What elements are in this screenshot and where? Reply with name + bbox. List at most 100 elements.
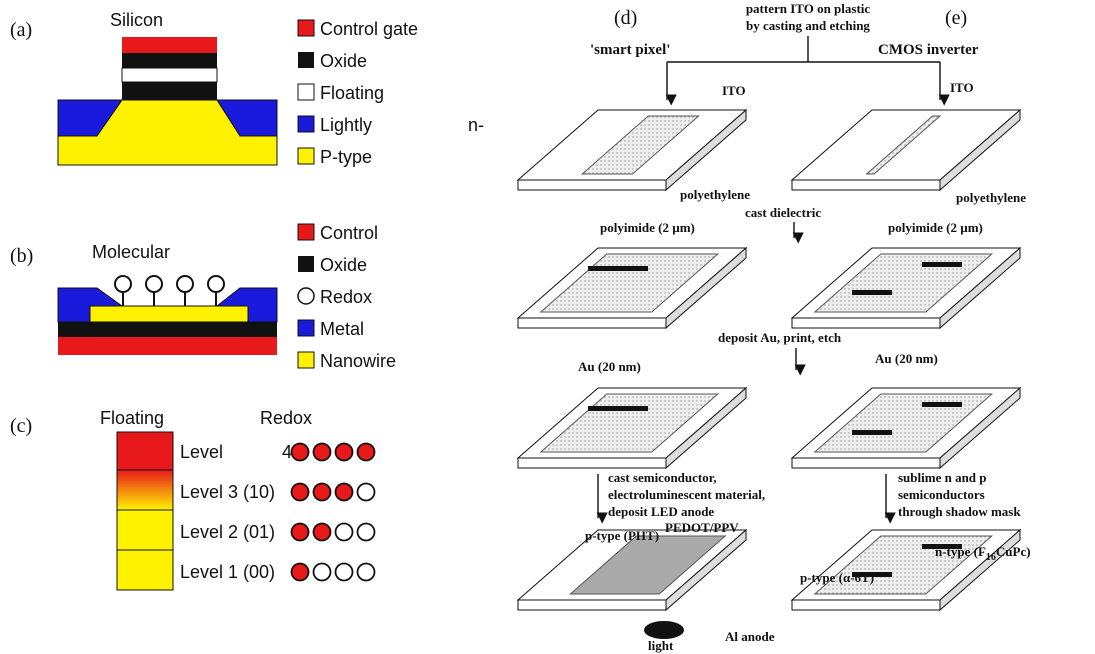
step-label: by casting and etching — [746, 18, 870, 33]
legend-a: Control gate Oxide Floating Lightly P-ty… — [298, 19, 418, 167]
redox-state — [314, 524, 331, 541]
level-cell — [117, 510, 173, 550]
al-anode — [644, 621, 684, 639]
floating-gate — [122, 68, 217, 82]
annotation: PEDOT/PPV — [665, 520, 739, 535]
level-label: Level 3 (10) — [180, 482, 275, 502]
slab-front — [792, 180, 940, 190]
column-title: Redox — [260, 408, 312, 428]
legend-label: Control gate — [320, 19, 418, 39]
oxide — [122, 82, 217, 100]
oxide — [122, 53, 217, 68]
slab-front — [518, 458, 666, 468]
level-label: Level 1 (00) — [180, 562, 275, 582]
panel-label: (c) — [10, 415, 32, 437]
legend-label: Floating — [320, 83, 384, 103]
legend-swatch — [298, 288, 314, 304]
panel-label: (a) — [10, 19, 32, 41]
nanowire — [90, 306, 248, 322]
au-contact — [922, 262, 962, 267]
column-title: Floating — [100, 408, 164, 428]
process-diagram: (d) (e) pattern ITO on plastic by castin… — [518, 1, 1031, 653]
step-label: electroluminescent material, — [608, 487, 765, 502]
step-label: sublime n and p — [898, 470, 987, 485]
redox-state — [292, 484, 309, 501]
au-contact — [922, 402, 962, 407]
au-contact — [852, 290, 892, 295]
legend-swatch — [298, 148, 314, 164]
legend-swatch — [298, 116, 314, 132]
redox-molecules — [115, 276, 224, 306]
stray-label: n- — [468, 115, 484, 135]
panel-title: Silicon — [110, 10, 163, 30]
panel-a: (a) Silicon — [10, 10, 277, 165]
redox-state — [292, 564, 309, 581]
level-label: Level 2 (01) — [180, 522, 275, 542]
annotation: ITO — [722, 83, 746, 98]
annotation: p-type (PHT) — [585, 528, 659, 543]
slab-front — [518, 180, 666, 190]
slab-front — [792, 318, 940, 328]
annotation: polyethylene — [956, 190, 1026, 205]
figure: (a) Silicon (b) Molecular Control gate O… — [0, 0, 1095, 654]
legend-label: Lightly — [320, 115, 372, 135]
step-label: pattern ITO on plastic — [746, 1, 871, 16]
panel-b: (b) Molecular — [10, 242, 277, 355]
legend-label: Oxide — [320, 51, 367, 71]
slab-front — [518, 600, 666, 610]
annotation: polyimide (2 µm) — [600, 220, 695, 235]
level-cell — [117, 470, 173, 510]
substrate — [518, 248, 746, 328]
legend-swatch — [298, 320, 314, 336]
step-label: semiconductors — [898, 487, 985, 502]
annotation: Al anode — [725, 629, 775, 644]
annotation: p-type (α-6T) — [800, 570, 874, 585]
step-label: cast dielectric — [745, 205, 821, 220]
step-label: through shadow mask — [898, 504, 1021, 519]
oxide — [58, 322, 277, 337]
redox-state — [336, 524, 353, 541]
column-title: 'smart pixel' — [590, 42, 670, 58]
legend-swatch — [298, 224, 314, 240]
annotation: Au (20 nm) — [578, 359, 641, 374]
level-cell — [117, 432, 173, 470]
legend-swatch — [298, 52, 314, 68]
redox-state — [336, 444, 353, 461]
redox-state — [358, 524, 375, 541]
slab-front — [792, 458, 940, 468]
level-cell — [117, 550, 173, 590]
panel-c: (c) Floating Redox Level 4 Level 3 (10) … — [10, 408, 375, 590]
redox-state — [358, 484, 375, 501]
annotation: ITO — [950, 80, 974, 95]
annotation: light — [648, 638, 674, 653]
redox-state — [292, 444, 309, 461]
legend-label: Metal — [320, 319, 364, 339]
column-title: CMOS inverter — [878, 42, 979, 58]
au-contact — [588, 406, 648, 411]
annotation: Au (20 nm) — [875, 351, 938, 366]
redox-state — [314, 564, 331, 581]
text-part: CuPc) — [996, 544, 1031, 559]
legend-label: P-type — [320, 147, 372, 167]
legend-label: Control — [320, 223, 378, 243]
text-part: n-type (F — [935, 544, 986, 559]
control — [58, 337, 277, 355]
substrate — [792, 388, 1020, 468]
legend-swatch — [298, 256, 314, 272]
au-contact — [852, 430, 892, 435]
level-code: 4 — [282, 442, 292, 462]
redox-state — [358, 564, 375, 581]
annotation: polyethylene — [680, 187, 750, 202]
legend-swatch — [298, 84, 314, 100]
redox-state — [336, 484, 353, 501]
legend-label: Redox — [320, 287, 372, 307]
legend-label: Oxide — [320, 255, 367, 275]
redox-state — [358, 444, 375, 461]
au-contact — [588, 266, 648, 271]
step-label: deposit Au, print, etch — [718, 330, 842, 345]
redox-state — [314, 444, 331, 461]
panel-label: (b) — [10, 245, 33, 267]
slab-front — [518, 318, 666, 328]
legend-label: Nanowire — [320, 351, 396, 371]
substrate — [792, 110, 1020, 190]
